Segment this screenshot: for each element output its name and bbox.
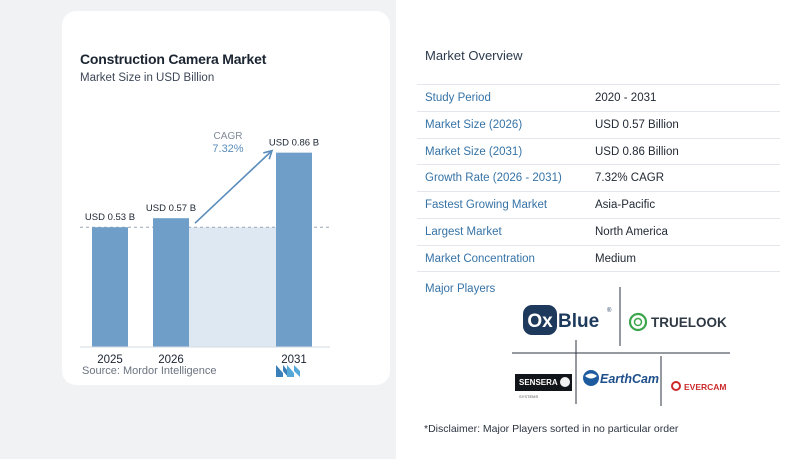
x-tick-label-2031: 2031 xyxy=(281,354,307,366)
data-label-2031: USD 0.86 B xyxy=(269,138,319,149)
data-label-2026: USD 0.57 B xyxy=(146,203,196,214)
growth-band xyxy=(189,227,276,347)
oxblue-text-2: Blue xyxy=(558,311,599,332)
sensera-sub: SYSTEMS xyxy=(519,394,538,399)
table-row: Largest Market North America xyxy=(417,217,780,245)
players-title: Major Players xyxy=(425,283,496,295)
overview-panel: Market Overview Study Period 2020 - 2031… xyxy=(396,0,800,459)
source-note: Source: Mordor Intelligence xyxy=(82,365,217,377)
table-row: Market Size (2031) USD 0.86 Billion xyxy=(417,137,780,165)
cagr-label: CAGR xyxy=(214,131,243,142)
oxblue-text-1: Ox xyxy=(527,311,553,332)
row-value: Medium xyxy=(595,252,636,265)
table-row: Fastest Growing Market Asia-Pacific xyxy=(417,191,780,218)
cagr-arrow-line xyxy=(194,150,273,224)
table-row: Study Period 2020 - 2031 xyxy=(417,84,780,111)
row-value: 7.32% CAGR xyxy=(595,172,665,185)
sensera-text: SENSERA xyxy=(519,378,558,387)
bar-2031 xyxy=(276,152,312,347)
earthcam-logo: EarthCam xyxy=(583,370,659,386)
chart-title: Construction Camera Market xyxy=(80,51,267,67)
x-tick-label-2026: 2026 xyxy=(158,354,184,366)
bars-group xyxy=(92,152,312,347)
earthcam-text: EarthCam xyxy=(600,372,659,386)
row-label: Market Size (2026) xyxy=(425,118,523,131)
row-label: Fastest Growing Market xyxy=(425,199,548,212)
truelook-text: TRUELOOK xyxy=(651,315,727,330)
row-label: Growth Rate (2026 - 2031) xyxy=(425,172,562,185)
row-label: Study Period xyxy=(425,92,491,104)
overview-title: Market Overview xyxy=(425,48,523,63)
table-row: Growth Rate (2026 - 2031) 7.32% CAGR xyxy=(417,164,780,191)
cagr-arrow-head xyxy=(263,149,274,160)
cagr-arrow xyxy=(194,149,274,224)
chart-card: Construction Camera Market Market Size i… xyxy=(62,11,390,385)
sensera-logo: SENSERA SYSTEMS xyxy=(515,374,572,399)
mordor-logo-icon xyxy=(276,365,300,377)
row-value: USD 0.57 Billion xyxy=(595,118,679,131)
row-value: Asia-Pacific xyxy=(595,199,656,212)
disclaimer: *Disclaimer: Major Players sorted in no … xyxy=(424,423,679,435)
table-row: Market Size (2026) USD 0.57 Billion xyxy=(417,110,780,138)
row-value: USD 0.86 Billion xyxy=(595,145,679,158)
row-value: 2020 - 2031 xyxy=(595,92,657,104)
evercam-text: EVERCAM xyxy=(684,382,727,392)
chart-subtitle: Market Size in USD Billion xyxy=(80,72,215,84)
x-tick-label-2025: 2025 xyxy=(97,354,123,366)
oxblue-tm: ® xyxy=(607,307,612,314)
major-players-logos: Ox Blue ® TRUELOOK SENSERA SYSTEMS Earth… xyxy=(512,287,730,406)
truelook-logo: TRUELOOK xyxy=(628,312,727,332)
table-row: Market Concentration Medium xyxy=(417,244,780,272)
row-value: North America xyxy=(595,225,668,238)
row-label: Market Concentration xyxy=(425,252,535,265)
bar-chart: CAGR 7.32% USD 0.53 B 2025 USD 0.57 B 2026 U… xyxy=(80,131,330,366)
row-label: Largest Market xyxy=(425,225,502,238)
row-label: Market Size (2031) xyxy=(425,145,523,158)
evercam-logo: EVERCAM xyxy=(671,381,727,392)
overview-table: Study Period 2020 - 2031 Market Size (20… xyxy=(417,84,780,272)
bar-2025 xyxy=(92,227,128,347)
bar-2026 xyxy=(153,218,189,347)
cagr-value: 7.32% xyxy=(212,143,243,155)
oxblue-logo: Ox Blue ® xyxy=(523,305,612,335)
data-label-2025: USD 0.53 B xyxy=(85,212,135,223)
